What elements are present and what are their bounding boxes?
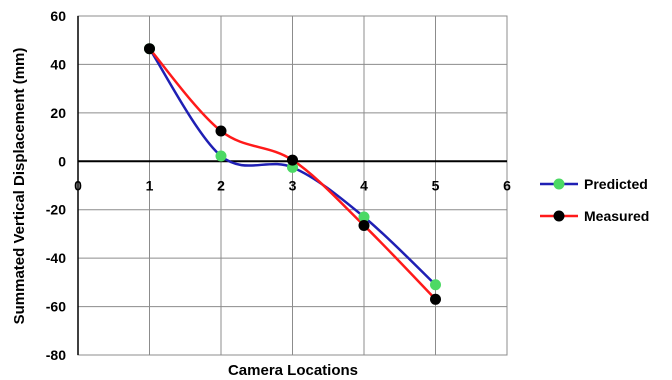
legend-measured-label: Measured (584, 208, 649, 224)
legend-predicted-marker (553, 178, 565, 190)
y-tick-label: 60 (50, 8, 66, 24)
tick-labels: 0 1 2 3 4 5 6 60 40 20 0 -20 -40 -60 -80 (46, 8, 511, 363)
predicted-data-point (215, 150, 227, 162)
measured-data-point (430, 293, 441, 305)
grid (77, 15, 508, 356)
y-tick-label: -40 (46, 250, 66, 266)
measured-data-point (144, 43, 155, 55)
y-tick-label: 40 (50, 56, 66, 72)
y-tick-label: 0 (58, 153, 66, 169)
y-tick-label: -20 (46, 202, 66, 218)
x-tick-label: 3 (289, 177, 297, 193)
x-tick-label: 0 (74, 177, 82, 193)
x-tick-label: 1 (146, 177, 154, 193)
y-tick-label: 20 (50, 105, 66, 121)
series-markers (144, 43, 441, 305)
x-tick-label: 2 (217, 177, 225, 193)
measured-data-point (215, 125, 227, 137)
x-tick-label: 6 (503, 177, 511, 193)
measured-data-point (358, 219, 370, 231)
legend: Predicted Measured (540, 176, 649, 224)
y-tick-label: -60 (46, 299, 66, 315)
y-axis-title: Summated Vertical Displacement (mm) (11, 48, 28, 325)
legend-predicted-label: Predicted (584, 176, 648, 192)
measured-data-point (287, 154, 298, 166)
y-tick-label: -80 (46, 347, 66, 363)
x-tick-label: 5 (432, 177, 440, 193)
legend-measured-marker (553, 210, 565, 222)
predicted-data-point (430, 279, 441, 291)
x-tick-label: 4 (360, 177, 368, 193)
x-axis-title: Camera Locations (228, 362, 358, 379)
